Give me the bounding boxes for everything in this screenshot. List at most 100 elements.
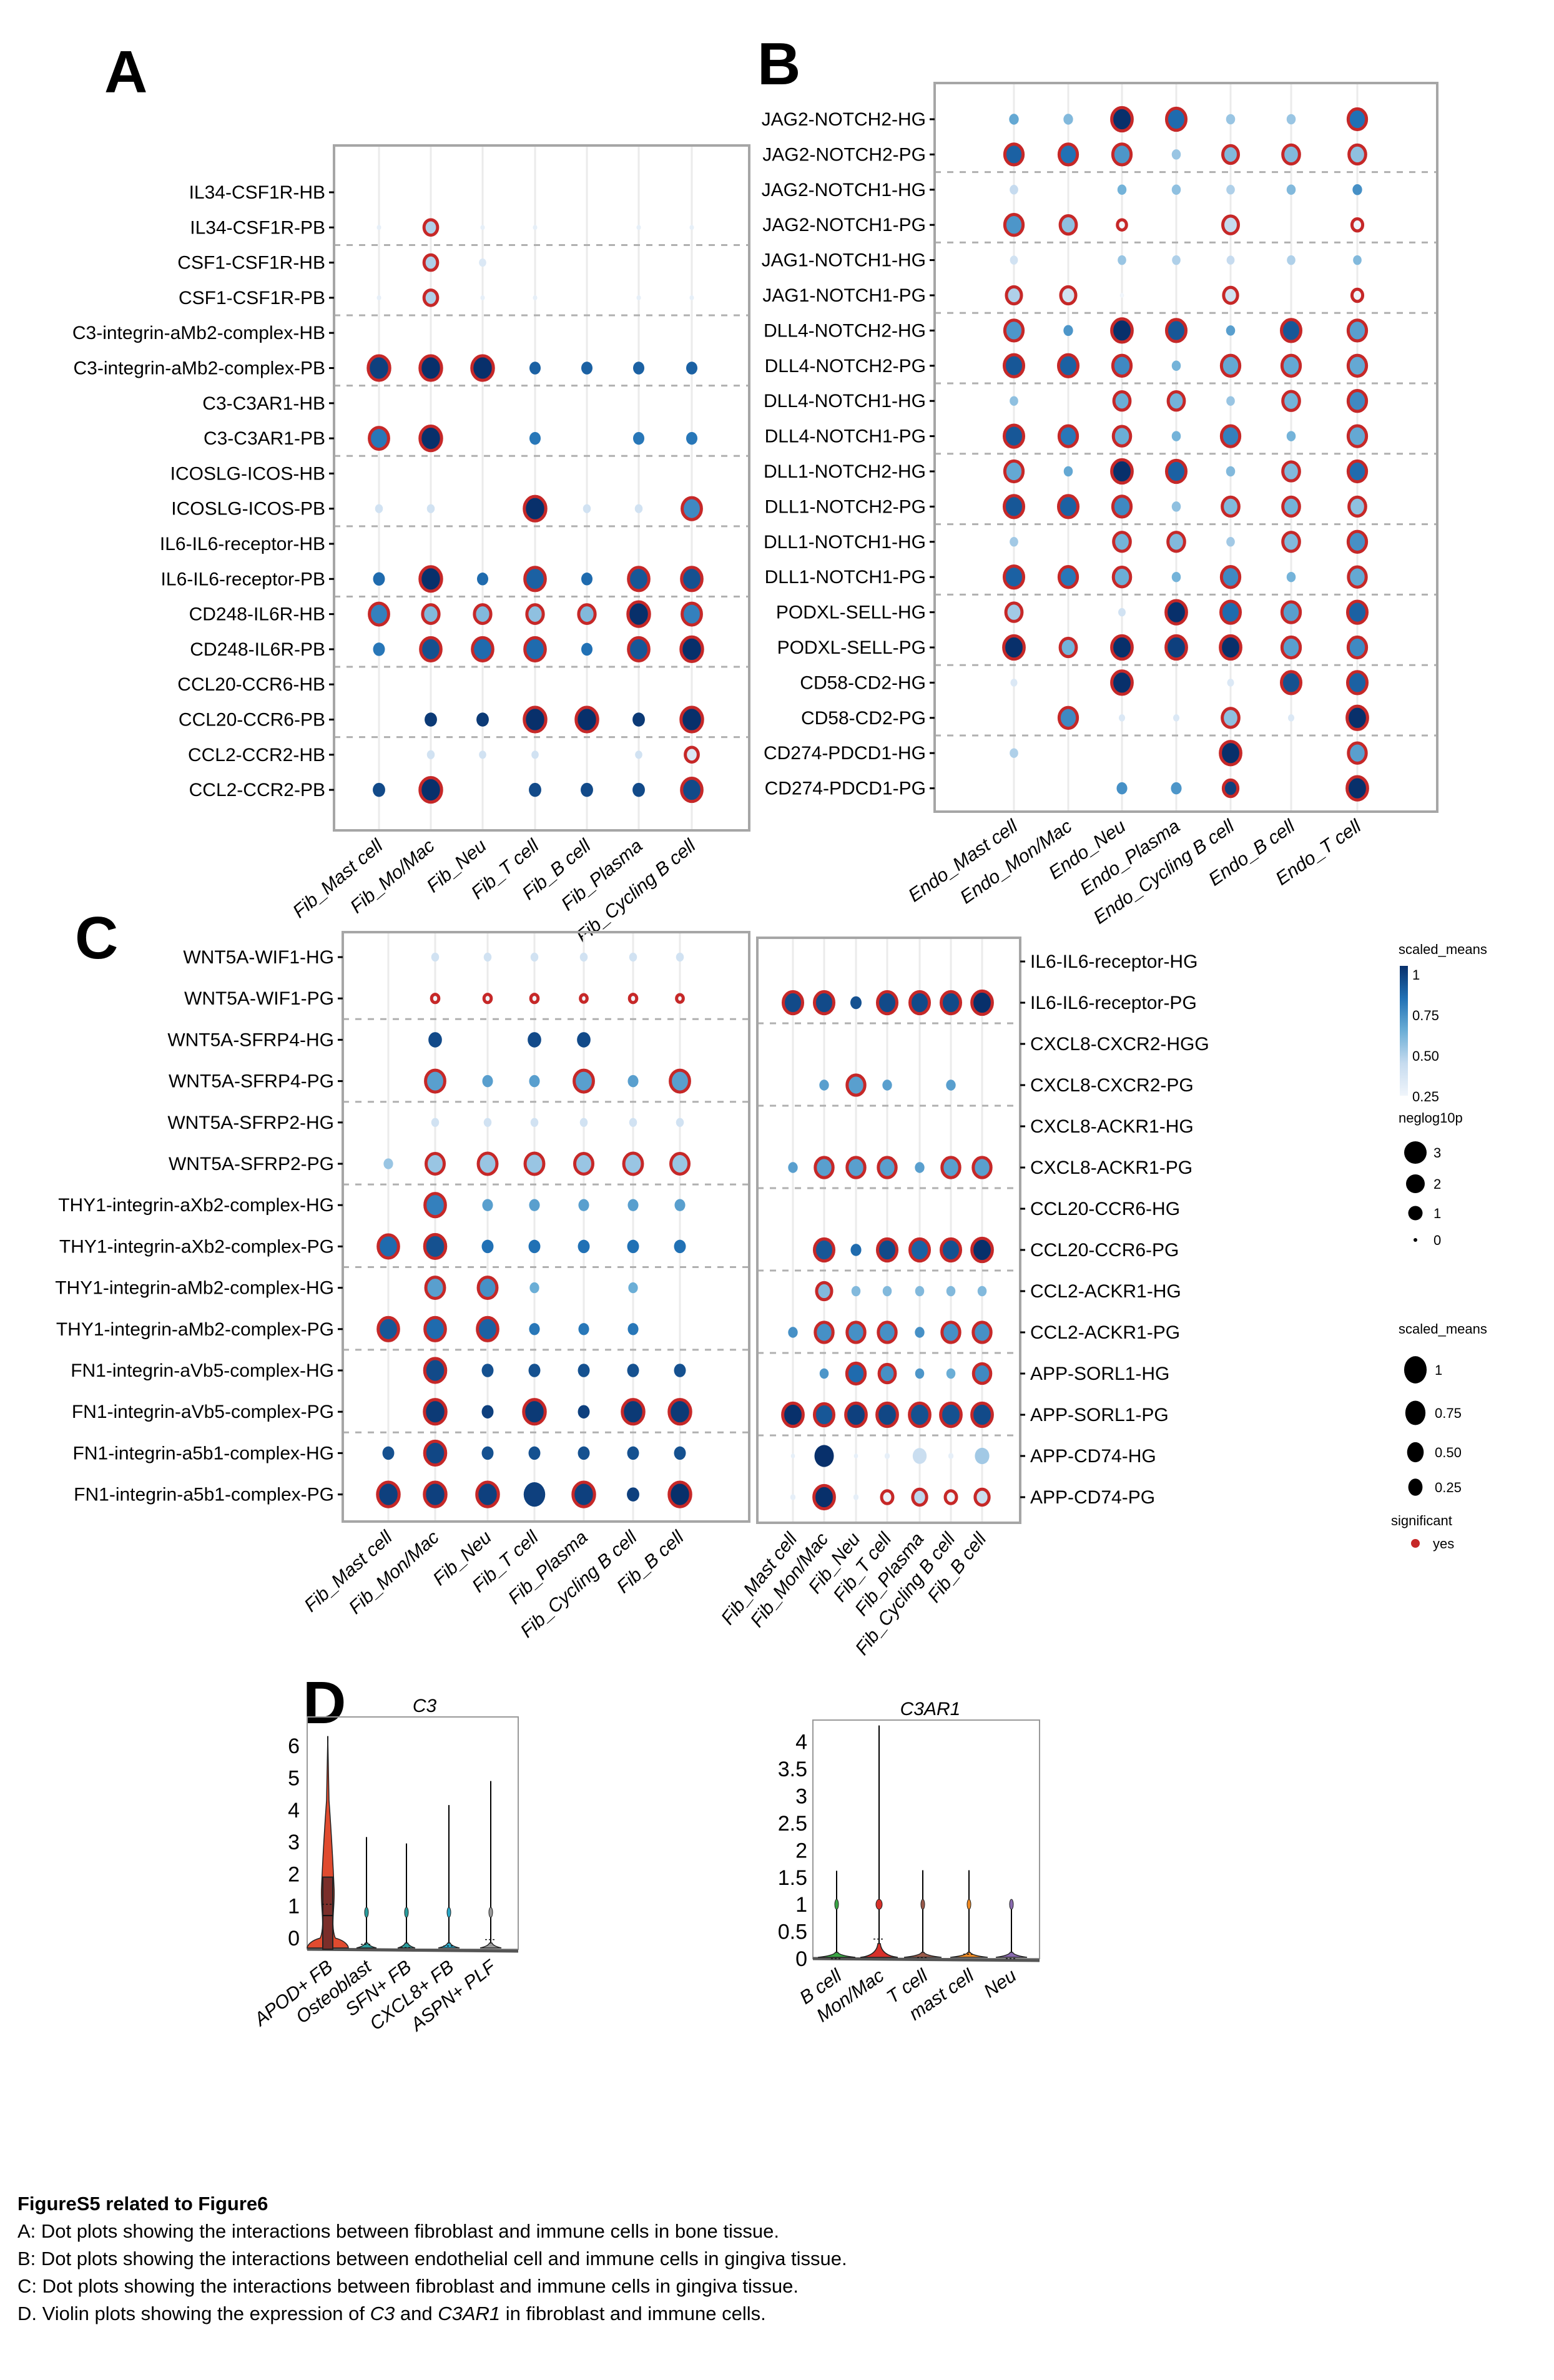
- dot-point: [426, 750, 435, 759]
- dot-point: [845, 1073, 867, 1097]
- dot-point: [627, 1074, 639, 1088]
- dot-point: [1171, 184, 1181, 195]
- dot-point: [681, 496, 703, 521]
- dot-point: [376, 225, 381, 230]
- dot-point: [622, 1151, 644, 1176]
- caption-gene-c3ar1: C3AR1: [438, 2303, 501, 2324]
- dot-point: [528, 1446, 541, 1460]
- dot-point: [376, 1233, 400, 1260]
- dot-point: [627, 993, 639, 1005]
- y-tick-label: APP-SORL1-PG: [1030, 1405, 1169, 1425]
- dot-point: [423, 1315, 447, 1342]
- dot-point: [875, 1401, 899, 1428]
- dot-point: [1280, 600, 1302, 624]
- violin-mode: [446, 1907, 451, 1918]
- dot-point: [1281, 390, 1301, 412]
- dot-point: [1219, 634, 1242, 661]
- dot-point: [814, 1320, 835, 1344]
- dot-point: [679, 706, 704, 734]
- dot-point: [1171, 571, 1181, 583]
- dot-point: [1221, 495, 1241, 518]
- dot-point: [1286, 184, 1296, 195]
- dot-point: [1057, 424, 1079, 448]
- y-tick-label: PODXL-SELL-PG: [777, 637, 926, 658]
- y-tick-label: THY1-integrin-aMb2-complex-HG: [55, 1278, 334, 1299]
- dot-point: [581, 361, 593, 375]
- dot-point: [1352, 184, 1362, 195]
- legend-size2-label: 0.75: [1435, 1405, 1462, 1421]
- dot-point: [523, 706, 548, 734]
- dot-point: [853, 1453, 858, 1458]
- dot-point: [1118, 714, 1126, 722]
- dot-point: [368, 426, 390, 451]
- dot-point: [1056, 494, 1080, 519]
- caption-text: C: Dot plots showing the interactions be…: [17, 2275, 799, 2297]
- dot-point: [1164, 634, 1188, 661]
- dot-point: [908, 990, 932, 1016]
- dot-point: [473, 603, 493, 626]
- dot-point: [482, 1199, 493, 1211]
- plot-frame: [756, 937, 1021, 1524]
- dot-point: [634, 504, 643, 513]
- dot-point: [940, 1320, 961, 1344]
- dot-point: [476, 573, 489, 586]
- dot-point: [529, 1074, 540, 1088]
- legend-size2-title: scaled_means: [1399, 1321, 1487, 1337]
- dot-point: [1171, 501, 1181, 512]
- dot-point: [1221, 707, 1241, 729]
- dot-point: [1110, 458, 1134, 485]
- dot-point: [1226, 255, 1235, 265]
- y-tick-label: CD248-IL6R-HB: [189, 604, 325, 625]
- dot-point: [523, 1151, 546, 1176]
- legend-color-tick: 0.50: [1412, 1048, 1439, 1064]
- dot-point: [1010, 537, 1018, 547]
- dot-point: [882, 1286, 892, 1297]
- dotplot-c-right: IL6-IL6-receptor-HG IL6-IL6-receptor-PG CX…: [717, 937, 1209, 1659]
- dot-point: [632, 782, 645, 797]
- dot-point: [939, 1237, 963, 1263]
- violin-body: [438, 1942, 460, 1949]
- y-tick-label: FN1-integrin-a5b1-complex-HG: [73, 1443, 334, 1463]
- y-tick-label: WNT5A-WIF1-PG: [184, 988, 334, 1009]
- dot-point: [628, 1282, 638, 1294]
- dot-point: [627, 1364, 639, 1377]
- legend-size2-label: 0.50: [1435, 1445, 1462, 1460]
- violin-title: C3: [413, 1696, 437, 1716]
- dot-point: [1003, 142, 1025, 167]
- y-tick-label: FN1-integrin-a5b1-complex-PG: [74, 1485, 334, 1505]
- dot-point: [1119, 293, 1124, 298]
- y-tick-label: CD274-PDCD1-HG: [764, 743, 926, 764]
- dot-point: [480, 295, 485, 300]
- dot-point: [578, 1405, 590, 1419]
- dot-point: [578, 1323, 589, 1335]
- y-tick-label: APP-CD74-PG: [1030, 1487, 1155, 1508]
- y-tick-label: APP-SORL1-HG: [1030, 1364, 1169, 1384]
- dot-point: [970, 1401, 994, 1428]
- dot-point: [481, 1239, 494, 1254]
- dot-point: [1003, 459, 1025, 484]
- caption-text: D. Violin plots showing the expression o…: [17, 2303, 370, 2324]
- dot-point: [423, 1398, 448, 1426]
- dot-point: [579, 993, 589, 1004]
- y-tick-label: CXCL8-ACKR1-HG: [1030, 1116, 1194, 1137]
- y-tick-label: THY1-integrin-aMb2-complex-PG: [56, 1319, 334, 1340]
- dot-point: [877, 1320, 898, 1344]
- y-tick-label: CXCL8-ACKR1-PG: [1030, 1158, 1193, 1178]
- y-tick-label: WNT5A-SFRP4-HG: [167, 1030, 334, 1050]
- dot-point: [1221, 144, 1240, 165]
- dot-point: [1171, 149, 1181, 160]
- legend-size2-dot: [1408, 1478, 1423, 1496]
- dot-point: [676, 952, 684, 962]
- y-tick-label: THY1-integrin-aXb2-complex-HG: [58, 1195, 334, 1216]
- y-tick-label: CCL2-CCR2-PB: [189, 780, 325, 800]
- dot-point: [375, 504, 383, 513]
- dot-point: [681, 601, 703, 627]
- dot-point: [1010, 679, 1018, 687]
- dot-point: [1286, 571, 1296, 583]
- y-tick-label: 0: [795, 1947, 807, 1971]
- dot-point: [1002, 564, 1026, 590]
- dot-point: [1110, 317, 1134, 344]
- y-tick-label: CSF1-CSF1R-HB: [177, 253, 325, 273]
- dot-point: [1281, 143, 1301, 166]
- dot-point: [1347, 741, 1368, 765]
